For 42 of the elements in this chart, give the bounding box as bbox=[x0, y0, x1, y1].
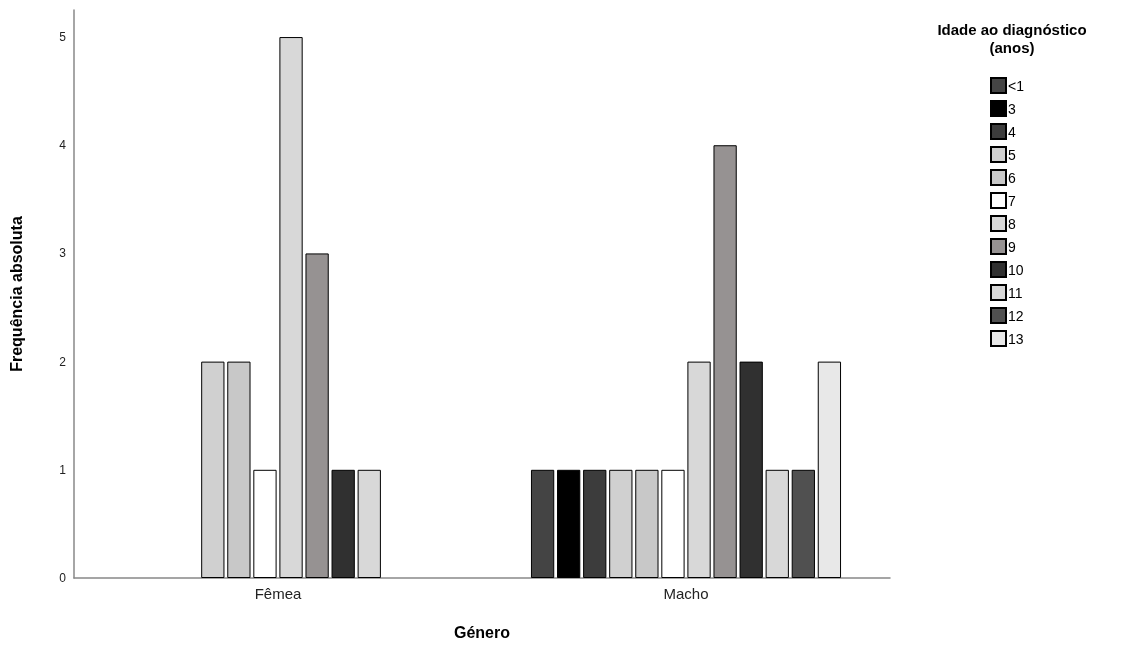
legend-label: 12 bbox=[1008, 307, 1024, 324]
y-tick-label: 4 bbox=[59, 138, 67, 153]
bar bbox=[661, 469, 685, 578]
y-tick-label: 2 bbox=[59, 354, 67, 369]
legend-label: 3 bbox=[1008, 100, 1016, 117]
legend-label: 9 bbox=[1008, 238, 1016, 255]
legend-title: Idade ao diagnóstico (anos) bbox=[937, 20, 1087, 56]
y-axis-title: Frequência absoluta bbox=[7, 216, 25, 372]
legend-label: 6 bbox=[1008, 169, 1016, 186]
bar bbox=[201, 361, 225, 578]
bar bbox=[331, 469, 355, 578]
bar bbox=[687, 361, 711, 578]
legend-label: 4 bbox=[1008, 123, 1016, 140]
bar bbox=[583, 469, 607, 578]
x-tick-label: Fêmea bbox=[254, 585, 302, 602]
bar bbox=[305, 253, 329, 578]
bar bbox=[227, 361, 251, 578]
y-tick-label: 5 bbox=[59, 30, 67, 45]
bar bbox=[635, 469, 659, 578]
bar bbox=[739, 361, 763, 578]
bar bbox=[609, 469, 633, 578]
legend-label: 13 bbox=[1008, 330, 1024, 347]
bar bbox=[530, 469, 555, 578]
y-tick-label: 0 bbox=[59, 571, 67, 585]
bar bbox=[557, 469, 581, 578]
bar bbox=[765, 469, 789, 578]
bar bbox=[279, 37, 303, 578]
legend-label: 5 bbox=[1008, 146, 1016, 163]
x-tick-label: Macho bbox=[663, 585, 709, 602]
bar bbox=[817, 361, 842, 578]
bar bbox=[713, 145, 737, 578]
bar bbox=[253, 469, 277, 578]
legend-label: <1 bbox=[1008, 77, 1025, 94]
legend-label: 11 bbox=[1008, 284, 1023, 301]
legend-label: 8 bbox=[1008, 215, 1016, 232]
x-axis-title: Género bbox=[453, 623, 511, 641]
y-tick-label: 3 bbox=[59, 246, 67, 261]
bar bbox=[791, 469, 815, 578]
legend-label: 10 bbox=[1008, 261, 1024, 278]
bar bbox=[357, 469, 381, 578]
legend-label: 7 bbox=[1008, 192, 1016, 209]
y-tick-label: 1 bbox=[59, 462, 67, 477]
